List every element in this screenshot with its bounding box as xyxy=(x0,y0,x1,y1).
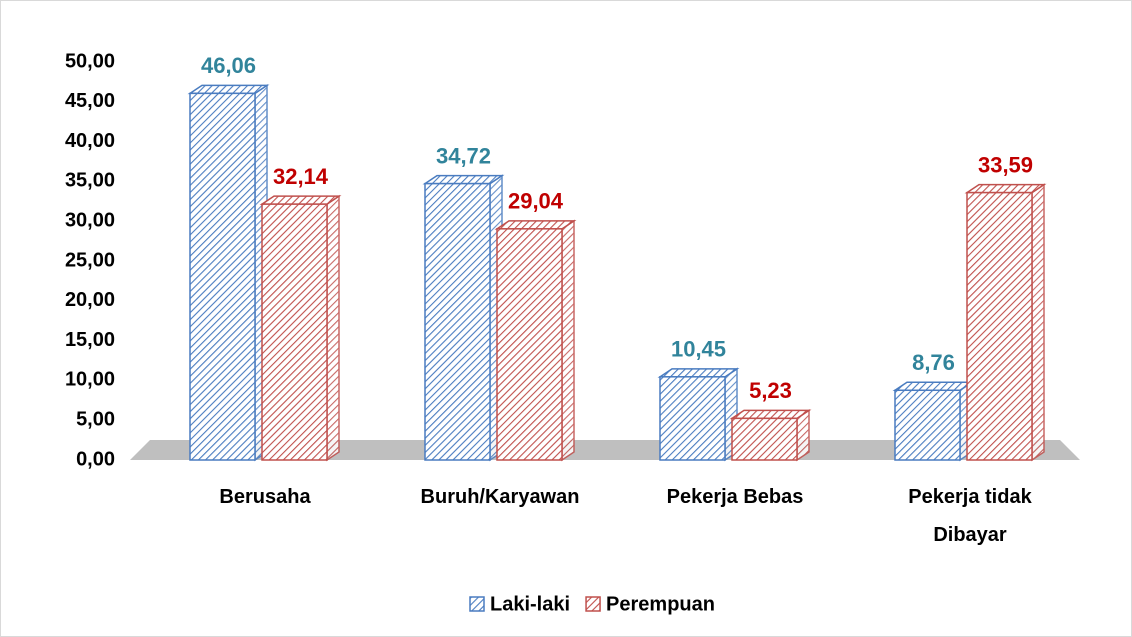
bar-top xyxy=(729,409,812,420)
data-label: 34,72 xyxy=(436,143,491,168)
floor xyxy=(130,440,1080,460)
bar-front xyxy=(731,417,798,461)
data-label: 32,14 xyxy=(273,164,329,189)
bar xyxy=(187,83,270,462)
bar-top xyxy=(187,84,270,95)
data-label: 5,23 xyxy=(749,378,792,403)
data-label: 33,59 xyxy=(978,152,1033,177)
x-tick-label: Pekerja tidak Dibayar xyxy=(908,486,1032,546)
bar-top xyxy=(494,220,577,230)
y-tick-label: 15,00 xyxy=(65,329,115,351)
data-label: 29,04 xyxy=(508,189,564,214)
bar-top xyxy=(892,381,975,392)
bar-side xyxy=(561,219,575,462)
y-tick-label: 25,00 xyxy=(65,249,115,271)
bar-side xyxy=(1031,183,1045,462)
legend-label: Perempuan xyxy=(606,593,715,615)
x-tick-label: Berusaha xyxy=(219,486,311,508)
y-tick-label: 45,00 xyxy=(65,90,115,112)
bar-top xyxy=(657,368,740,378)
bar-front xyxy=(261,203,328,461)
bar-top xyxy=(422,174,505,185)
bar xyxy=(494,219,577,462)
bar xyxy=(422,174,505,462)
legend-swatch xyxy=(585,596,601,612)
bar-front xyxy=(894,389,961,461)
x-tick-label: Buruh/Karyawan xyxy=(420,486,580,508)
bar-side xyxy=(326,194,340,462)
bar xyxy=(892,380,975,462)
bar-top xyxy=(259,195,342,205)
bar-top xyxy=(964,183,1047,194)
bar xyxy=(729,408,812,462)
bar-front xyxy=(966,191,1033,461)
data-label: 46,06 xyxy=(201,53,256,78)
bar xyxy=(657,367,740,462)
y-tick-label: 10,00 xyxy=(65,369,115,391)
bar-front xyxy=(659,376,726,461)
y-tick-label: 30,00 xyxy=(65,209,115,231)
y-tick-label: 0,00 xyxy=(76,448,115,470)
y-tick-label: 40,00 xyxy=(65,130,115,152)
y-tick-label: 50,00 xyxy=(65,50,115,72)
y-tick-label: 35,00 xyxy=(65,170,115,192)
bar-front xyxy=(189,92,256,461)
bar xyxy=(259,194,342,462)
bar xyxy=(964,183,1047,462)
bar-front xyxy=(496,228,563,461)
y-tick-label: 20,00 xyxy=(65,289,115,311)
y-tick-label: 5,00 xyxy=(76,408,115,430)
bar-front xyxy=(424,182,491,461)
data-label: 8,76 xyxy=(912,350,955,375)
data-label: 10,45 xyxy=(671,337,726,362)
legend-label: Laki-laki xyxy=(490,593,570,615)
legend-swatch xyxy=(469,596,485,612)
x-tick-label: Pekerja Bebas xyxy=(666,486,804,508)
